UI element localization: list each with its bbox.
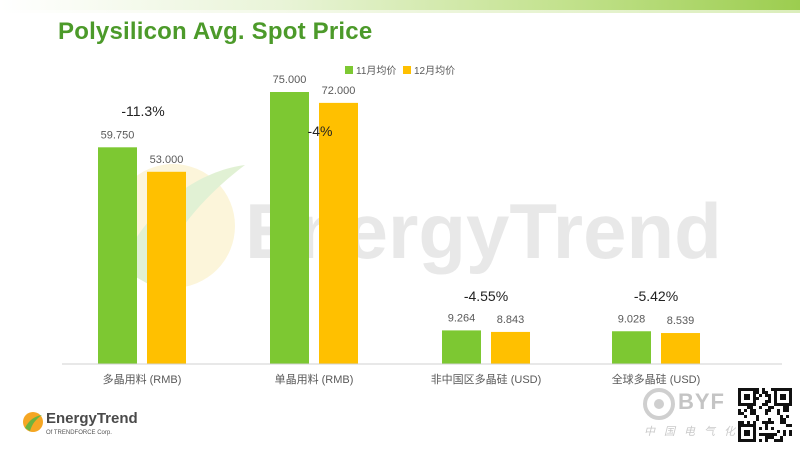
x-tick-label: 全球多晶硅 (USD) (612, 372, 701, 386)
legend-swatch (345, 66, 353, 74)
bar-nov-0 (98, 147, 137, 364)
value-label: 9.028 (618, 313, 646, 325)
value-label: 53.000 (150, 154, 184, 166)
value-labels: 59.750 53.000 75.000 72.000 9.264 8.843 9.028 8… (101, 74, 695, 327)
bar-dec-2 (491, 331, 530, 364)
change-annotation: -5.42% (634, 288, 678, 304)
bar-dec-3 (661, 333, 700, 364)
qr-code-icon (738, 388, 792, 442)
bar-dec-0 (147, 171, 186, 364)
watermark: EnergyTrend (111, 164, 722, 288)
legend-label: 12月均价 (414, 65, 455, 77)
byf-logo-icon (643, 388, 675, 420)
x-tick-label: 非中国区多晶硅 (USD) (431, 372, 542, 386)
value-label: 8.539 (667, 315, 695, 327)
legend: 11月均价 12月均价 (345, 65, 455, 77)
bar-nov-3 (612, 331, 651, 364)
top-banner-thin (0, 10, 800, 13)
value-label: 72.000 (322, 85, 356, 97)
brand-subtitle: Of TRENDFORCE Corp. (46, 430, 112, 436)
legend-label: 11月均价 (356, 65, 396, 77)
bar-nov-2 (442, 330, 481, 364)
byf-letters: BYF (678, 389, 725, 414)
annotations: -11.3% -4% -4.55% -5.42% (121, 103, 678, 304)
brand-logo-icon (23, 412, 43, 432)
bars (98, 92, 700, 364)
bar-nov-1 (270, 92, 309, 364)
change-annotation: -4% (308, 123, 333, 139)
legend-swatch (403, 66, 411, 74)
value-label: 8.843 (497, 314, 525, 326)
watermark-text: EnergyTrend (245, 187, 722, 275)
chart-title: Polysilicon Avg. Spot Price (58, 18, 373, 45)
value-label: 59.750 (101, 129, 135, 141)
byf-subtitle: 中国电气化 (644, 426, 744, 438)
change-annotation: -4.55% (464, 288, 508, 304)
top-banner (0, 0, 800, 10)
brand-name: EnergyTrend (46, 410, 138, 427)
x-tick-label: 单晶用料 (RMB) (275, 372, 354, 386)
x-tick-labels: 多晶用料 (RMB) 单晶用料 (RMB) 非中国区多晶硅 (USD) 全球多晶硅 (… (103, 372, 701, 386)
value-label: 9.264 (448, 312, 476, 324)
x-tick-label: 多晶用料 (RMB) (103, 372, 182, 386)
bar-dec-1 (319, 102, 358, 364)
value-label: 75.000 (273, 74, 307, 86)
change-annotation: -11.3% (121, 103, 164, 119)
